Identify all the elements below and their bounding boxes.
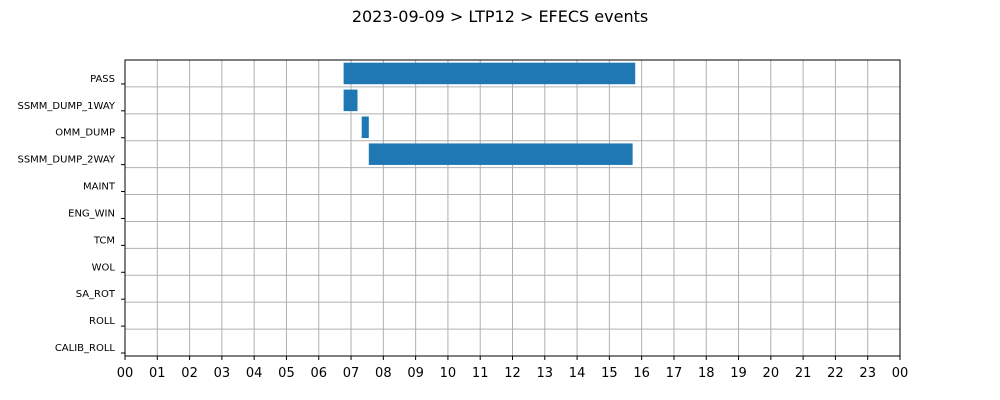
x-tick-label: 08 [375, 366, 392, 381]
x-tick-label: 16 [633, 366, 650, 381]
y-tick-label: SSMM_DUMP_1WAY [17, 101, 115, 112]
y-tick-label: CALIB_ROLL [55, 343, 116, 354]
x-tick-label: 17 [666, 366, 683, 381]
x-tick-label: 20 [763, 366, 780, 381]
y-tick-label: TCM [93, 235, 115, 246]
x-axis: 00 01 02 03 04 05 06 07 08 09 10 11 12 13 14 15 16 17 18 19… [117, 356, 909, 381]
x-tick-label: 13 [537, 366, 554, 381]
bar-omm-dump [361, 116, 369, 139]
x-tick-label: 00 [892, 366, 909, 381]
x-tick-label: 12 [504, 366, 521, 381]
y-tick-label: ROLL [89, 316, 115, 327]
x-tick-label: 01 [149, 366, 166, 381]
y-axis: PASS SSMM_DUMP_1WAY OMM_DUMP SSMM_DUMP_2WAY… [17, 74, 125, 354]
y-tick-label: OMM_DUMP [55, 128, 115, 139]
x-tick-label: 04 [246, 366, 263, 381]
y-tick-label: ENG_WIN [68, 208, 115, 219]
plot-frame [124, 59, 901, 357]
bars [343, 62, 636, 165]
bar-ssmm-dump-2way [368, 143, 633, 165]
y-tick-label: SSMM_DUMP_2WAY [17, 155, 115, 166]
x-tick-label: 02 [181, 366, 198, 381]
x-tick-label: 06 [310, 366, 327, 381]
grid [124, 60, 901, 356]
bar-ssmm-dump-1way [343, 89, 358, 112]
x-tick-label: 07 [343, 366, 360, 381]
y-tick-label: MAINT [83, 182, 116, 193]
x-tick-label: 15 [601, 366, 618, 381]
x-tick-label: 11 [472, 366, 489, 381]
x-tick-label: 10 [440, 366, 457, 381]
x-tick-label: 09 [407, 366, 424, 381]
x-tick-label: 19 [730, 366, 747, 381]
x-tick-label: 23 [859, 366, 876, 381]
x-tick-label: 18 [698, 366, 715, 381]
x-tick-label: 00 [117, 366, 134, 381]
bar-pass [343, 62, 636, 85]
x-tick-label: 14 [569, 366, 586, 381]
x-tick-label: 03 [214, 366, 231, 381]
chart-title: 2023-09-09 > LTP12 > EFECS events [352, 7, 648, 26]
y-tick-label: SA_ROT [76, 289, 116, 300]
x-tick-label: 05 [278, 366, 295, 381]
y-tick-label: PASS [90, 74, 115, 85]
y-tick-label: WOL [92, 262, 116, 273]
x-tick-label: 22 [827, 366, 844, 381]
x-tick-label: 21 [795, 366, 812, 381]
